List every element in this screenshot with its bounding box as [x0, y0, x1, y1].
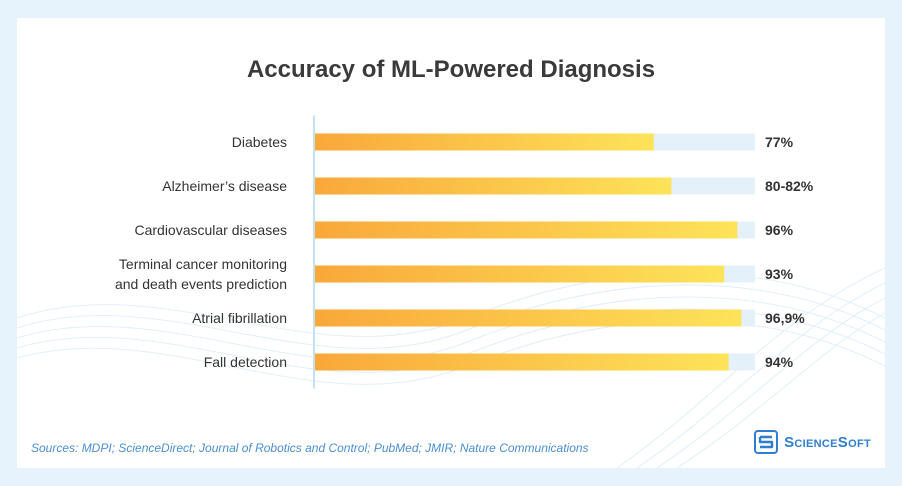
category-label: Alzheimer’s disease	[162, 178, 287, 194]
value-label: 93%	[765, 266, 794, 282]
value-label: 94%	[765, 354, 794, 370]
value-label: 96%	[765, 222, 794, 238]
chart-plot: Diabetes 77% Alzheimer’s disease 80-82% Card…	[115, 115, 814, 389]
sciencesoft-logo: ScienceSoft	[754, 430, 871, 454]
bar	[315, 353, 729, 371]
sources-footnote: Sources: MDPI; ScienceDirect; Journal of…	[31, 441, 589, 455]
value-label: 80-82%	[765, 178, 814, 194]
bar	[315, 309, 742, 327]
chart-title: Accuracy of ML-Powered Diagnosis	[246, 56, 656, 83]
category-label: Cardiovascular diseases	[134, 222, 287, 238]
bar	[315, 221, 738, 239]
brand-name: ScienceSoft	[784, 433, 871, 451]
bar	[315, 265, 725, 283]
value-label: 96,9%	[765, 310, 805, 326]
bar	[315, 133, 654, 151]
sciencesoft-logo-icon	[754, 430, 779, 454]
category-label: Diabetes	[232, 134, 287, 150]
category-label: Atrial fibrillation	[192, 310, 287, 326]
bar	[315, 177, 672, 195]
value-label: 77%	[765, 134, 794, 150]
chart-card: Accuracy of ML-Powered Diagnosis Diabete…	[17, 18, 885, 468]
category-label: Fall detection	[204, 354, 287, 370]
category-label: Terminal cancer monitoring and death even…	[115, 256, 287, 292]
